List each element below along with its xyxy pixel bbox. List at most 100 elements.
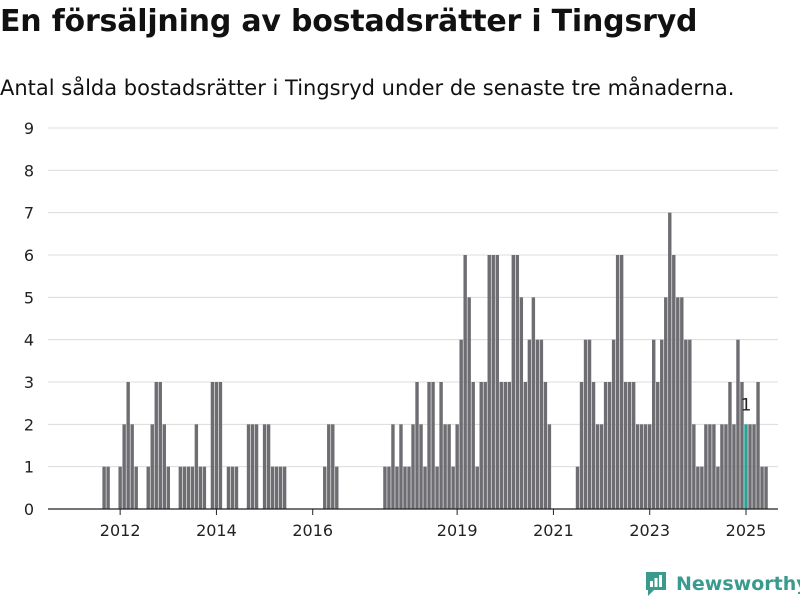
bar <box>130 424 134 509</box>
bar <box>230 466 235 509</box>
bar <box>246 424 251 509</box>
bar <box>391 424 395 509</box>
bar <box>543 382 548 509</box>
bar <box>439 382 443 509</box>
bar <box>684 339 688 509</box>
bar <box>158 382 162 509</box>
bar <box>471 382 475 509</box>
bar <box>463 255 467 509</box>
bar <box>383 466 387 509</box>
bar <box>523 382 528 509</box>
bar <box>531 297 536 509</box>
bar <box>455 424 459 509</box>
bar <box>467 297 471 509</box>
x-tick-label: 2025 <box>726 521 767 540</box>
bar <box>491 255 495 509</box>
bar <box>676 297 680 509</box>
bar <box>507 382 511 509</box>
bar <box>615 255 620 509</box>
bar <box>603 382 608 509</box>
bar <box>611 339 616 509</box>
bar <box>399 424 403 509</box>
bar <box>728 382 732 509</box>
bar <box>648 424 652 509</box>
bar <box>515 255 520 509</box>
bar <box>270 466 275 509</box>
bar <box>732 424 736 509</box>
bar <box>198 466 203 509</box>
bar <box>274 466 279 509</box>
bar <box>635 424 640 509</box>
bar <box>639 424 644 509</box>
bar <box>202 466 207 509</box>
highlight-bar <box>744 424 748 509</box>
bar <box>527 339 532 509</box>
bar <box>451 466 455 509</box>
bar <box>419 424 423 509</box>
bar <box>154 382 158 509</box>
bar <box>712 424 716 509</box>
bar <box>511 255 516 509</box>
bar <box>607 382 612 509</box>
y-tick-label: 4 <box>24 331 34 350</box>
bar <box>327 424 331 509</box>
bar <box>190 466 195 509</box>
bar <box>415 382 419 509</box>
bar <box>720 424 724 509</box>
bar <box>595 424 600 509</box>
bar <box>519 297 524 509</box>
y-tick-label: 6 <box>24 246 34 265</box>
bar <box>403 466 407 509</box>
bar <box>575 466 580 509</box>
bar <box>262 424 267 509</box>
bar <box>764 466 768 509</box>
y-tick-label: 2 <box>24 415 34 434</box>
y-tick-label: 3 <box>24 373 34 392</box>
bar <box>282 466 287 509</box>
bar <box>210 382 215 509</box>
bar <box>688 339 692 509</box>
bar <box>716 466 720 509</box>
bar <box>214 382 219 509</box>
bar <box>150 424 154 509</box>
bar <box>503 382 507 509</box>
bar <box>487 255 491 509</box>
bar <box>748 424 752 509</box>
bar <box>587 339 592 509</box>
bar <box>166 466 170 509</box>
bar <box>483 382 487 509</box>
bar <box>234 466 239 509</box>
bar <box>118 466 122 509</box>
bar <box>254 424 259 509</box>
newsworthy-logo[interactable]: Newsworthy <box>644 570 800 598</box>
bar <box>760 466 764 509</box>
bar <box>178 466 183 509</box>
bar <box>539 339 544 509</box>
bar <box>660 339 664 509</box>
bar <box>680 297 684 509</box>
bar <box>752 424 756 509</box>
bar <box>499 382 503 509</box>
bar <box>740 382 744 509</box>
x-tick-label: 2012 <box>100 521 141 540</box>
bar <box>266 424 271 509</box>
x-tick-label: 2021 <box>533 521 574 540</box>
bar <box>427 382 431 509</box>
bar <box>756 382 760 509</box>
bar <box>591 382 596 509</box>
bar <box>278 466 283 509</box>
bar <box>134 466 138 509</box>
bar <box>146 466 150 509</box>
x-tick-label: 2019 <box>437 521 478 540</box>
y-tick-label: 7 <box>24 204 34 223</box>
y-tick-label: 8 <box>24 161 34 180</box>
bar <box>335 466 339 509</box>
bar <box>475 466 479 509</box>
chart-title: En försäljning av bostadsrätter i Tingsr… <box>0 4 698 39</box>
bar <box>672 255 676 509</box>
bar <box>194 424 199 509</box>
bar <box>668 212 672 510</box>
bar <box>447 424 451 509</box>
bar <box>599 424 604 509</box>
